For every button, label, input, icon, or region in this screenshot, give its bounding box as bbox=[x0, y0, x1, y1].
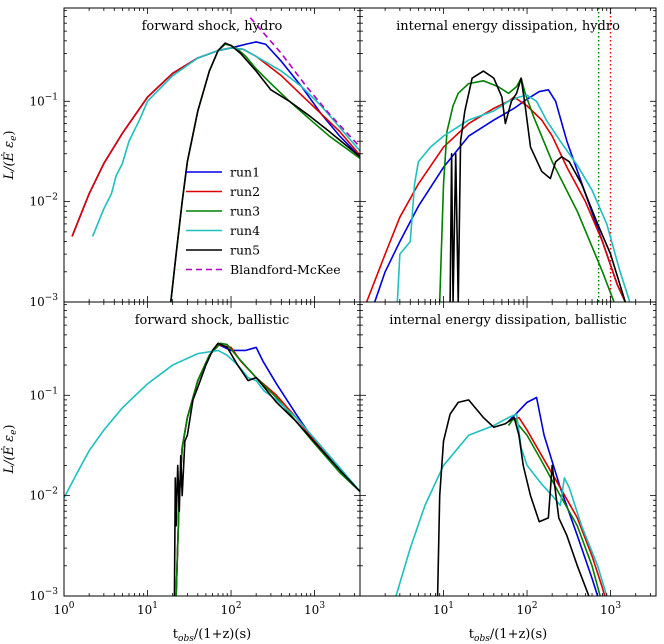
x-tick-label: 103 bbox=[600, 601, 621, 617]
series-line-run4 bbox=[91, 47, 360, 237]
panel-frame bbox=[359, 301, 657, 597]
y-tick-label: 10−1 bbox=[29, 386, 58, 402]
panel-title: internal energy dissipation, hydro bbox=[396, 19, 620, 34]
panel-title: forward shock, ballistic bbox=[135, 313, 290, 328]
legend-label-blandford-mckee: Blandford-McKee bbox=[230, 262, 341, 277]
panel-titles: forward shock, hydro internal energy diss… bbox=[135, 19, 627, 328]
y-tick-label: 10−2 bbox=[29, 193, 58, 209]
legend-label-run4: run4 bbox=[230, 223, 260, 238]
panel-frames bbox=[63, 7, 657, 597]
series-line-run2 bbox=[71, 47, 360, 237]
y-tick-label: 10−3 bbox=[29, 587, 58, 603]
panel-forward-shock-hydro-plot bbox=[71, 17, 360, 302]
y-tick-label: 10−1 bbox=[29, 92, 58, 108]
series-line-run3 bbox=[175, 342, 360, 596]
series-line-run1 bbox=[175, 343, 360, 596]
series-line-run2 bbox=[508, 416, 606, 596]
y-tick-label: 10−3 bbox=[29, 293, 58, 309]
series-line-run2 bbox=[175, 343, 360, 596]
y-axis-label: L/(Ė εe) bbox=[0, 130, 19, 180]
series-line-run4 bbox=[395, 413, 608, 596]
panel-forward-shock-ballistic-plot bbox=[64, 342, 360, 596]
panel-frame bbox=[63, 301, 361, 597]
series-line-run5 bbox=[173, 342, 360, 596]
x-tick-label: 103 bbox=[304, 601, 325, 617]
panel-title: internal energy dissipation, ballistic bbox=[389, 313, 627, 328]
legend-label-run5: run5 bbox=[230, 243, 260, 258]
series-line-run5 bbox=[449, 70, 627, 302]
series-line-run3 bbox=[438, 77, 615, 302]
data-lines bbox=[64, 8, 631, 596]
legend-label-run2: run2 bbox=[230, 184, 260, 199]
x-axis-label: tobs/(1+z)(s) bbox=[469, 627, 547, 644]
series-line-run1 bbox=[507, 396, 599, 596]
x-axis-label: tobs/(1+z)(s) bbox=[173, 627, 251, 644]
legend-label-run3: run3 bbox=[230, 204, 260, 219]
series-line-run5 bbox=[436, 399, 590, 596]
y-axis-label: L/(Ė εe) bbox=[0, 424, 19, 474]
panel-internal-energy-dissipation-ballistic-plot bbox=[395, 396, 608, 596]
series-line-run3 bbox=[507, 416, 601, 596]
series-line-run4 bbox=[64, 349, 360, 499]
panel-title: forward shock, hydro bbox=[142, 19, 283, 34]
y-tick-label: 10−2 bbox=[29, 487, 58, 503]
legend: run1 run2 run3 run4 run5 Blandford-McKee bbox=[186, 165, 341, 277]
legend-label-run1: run1 bbox=[230, 165, 260, 180]
x-tick-label: 101 bbox=[137, 601, 158, 617]
series-line-run1 bbox=[71, 41, 360, 237]
series-line-run2 bbox=[365, 96, 626, 302]
x-tick-label: 101 bbox=[433, 601, 454, 617]
series-line-run5 bbox=[170, 42, 360, 302]
series-line-run4 bbox=[396, 94, 631, 302]
x-tick-label: 100 bbox=[53, 601, 74, 617]
panel-internal-energy-dissipation-hydro-plot bbox=[365, 8, 631, 302]
x-tick-label: 102 bbox=[221, 601, 242, 617]
series-line-blandford-mckee bbox=[249, 17, 360, 148]
axes: 100 101 102 103 101 102 103 10−3 10−2 10−1 10−3 10−… bbox=[0, 8, 656, 644]
x-tick-label: 102 bbox=[517, 601, 538, 617]
